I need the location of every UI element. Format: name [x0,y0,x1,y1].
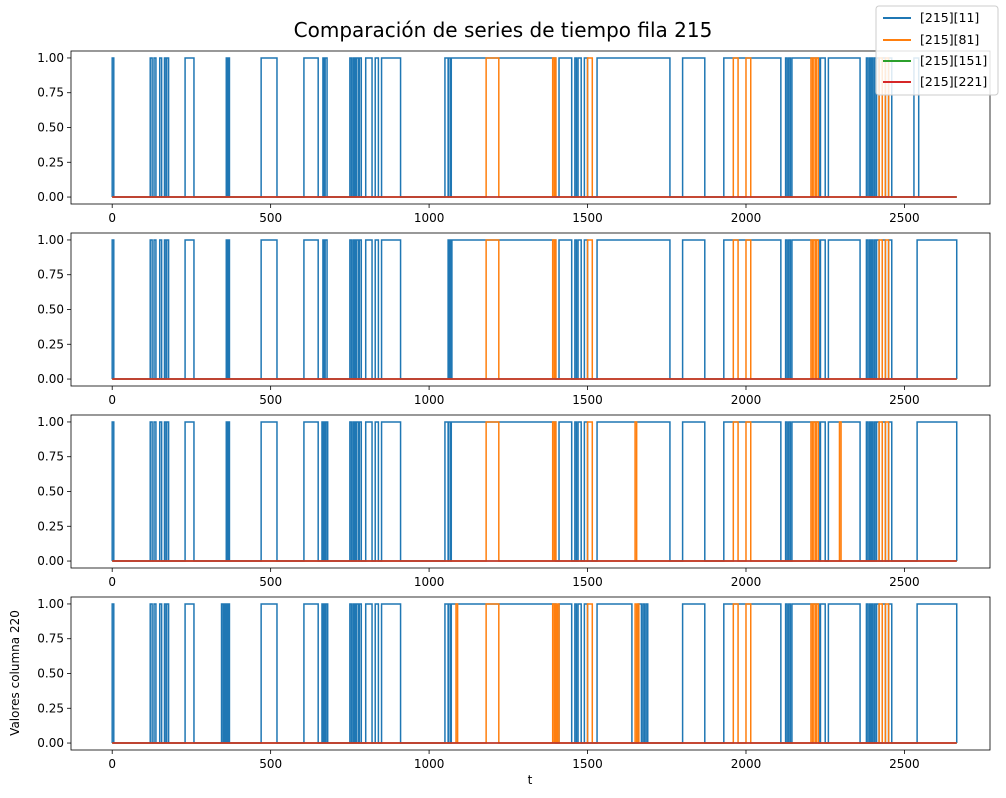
y-tick-label: 0.50 [37,667,64,681]
x-tick-label: 1000 [414,211,445,225]
y-tick-label: 0.00 [37,190,64,204]
x-tick-label: 1000 [414,757,445,771]
y-tick-label: 0.75 [37,450,64,464]
x-tick-label: 500 [259,575,282,589]
legend-frame [875,5,999,96]
x-tick-label: 1500 [572,393,603,407]
series-group [111,57,957,198]
y-axis-label: Valores columna 220 [8,610,22,736]
legend-entry: [215][81] [883,32,979,47]
chart-title: Comparación de series de tiempo fila 215 [294,18,713,42]
x-tick-label: 2000 [731,393,762,407]
x-tick-label: 1500 [572,211,603,225]
y-tick-label: 0.00 [37,554,64,568]
series-line [111,57,957,198]
x-tick-label: 0 [108,393,116,407]
legend-label: [215][81] [920,32,979,47]
x-tick-label: 2000 [731,211,762,225]
subplot-1: 0 500 1000 1500 2000 2500 0.00 0.25 0.50 0.75 1.00 [37,50,991,225]
x-tick-label: 500 [259,393,282,407]
y-tick-label: 0.25 [37,519,64,533]
y-tick-label: 1.00 [37,51,64,65]
y-tick-label: 0.00 [37,372,64,386]
y-tick-label: 0.50 [37,485,64,499]
series-line [111,239,958,380]
y-tick-label: 0.00 [37,736,64,750]
axes-frame [70,50,991,205]
axes-frame [70,232,991,387]
x-axis-label: t [528,773,533,787]
y-tick-label: 1.00 [37,597,64,611]
legend-label: [215][11] [920,10,979,25]
series-group [111,421,958,562]
legend: [215][11] [215][81] [215][151] [215][221… [875,5,999,96]
y-tick-label: 1.00 [37,415,64,429]
x-tick-label: 0 [108,757,116,771]
series-line [111,603,958,744]
x-tick-label: 2000 [731,575,762,589]
series-group [111,603,958,744]
axes-frame [70,596,991,751]
x-tick-label: 2500 [889,211,920,225]
x-tick-label: 1000 [414,575,445,589]
x-tick-label: 2500 [889,757,920,771]
legend-entry: [215][221] [883,74,987,89]
series-group [111,239,958,380]
series-line [112,603,957,744]
y-tick-label: 0.25 [37,701,64,715]
x-tick-label: 1500 [572,575,603,589]
axes-frame [70,414,991,569]
series-line [112,421,957,562]
x-tick-label: 1000 [414,393,445,407]
y-tick-label: 0.25 [37,155,64,169]
series-line [111,421,958,562]
legend-label: [215][151] [920,53,987,68]
legend-label: [215][221] [920,74,987,89]
y-tick-label: 0.25 [37,337,64,351]
panels: 0 500 1000 1500 2000 2500 0.00 0.25 0.50 0.75 1.00… [37,50,991,771]
x-tick-label: 0 [108,575,116,589]
series-line [112,239,957,380]
subplot-4: 0 500 1000 1500 2000 2500 0.00 0.25 0.50 0.75 1.00 [37,596,991,771]
x-tick-label: 0 [108,211,116,225]
y-tick-label: 0.50 [37,121,64,135]
y-tick-label: 0.75 [37,268,64,282]
x-tick-label: 500 [259,211,282,225]
x-tick-label: 500 [259,757,282,771]
series-line [112,57,957,198]
y-tick-label: 0.75 [37,632,64,646]
y-tick-label: 0.75 [37,86,64,100]
x-tick-label: 2500 [889,393,920,407]
legend-entry: [215][151] [883,53,987,68]
x-tick-label: 2000 [731,757,762,771]
legend-entry: [215][11] [883,10,979,25]
subplot-2: 0 500 1000 1500 2000 2500 0.00 0.25 0.50 0.75 1.00 [37,232,991,407]
x-tick-label: 2500 [889,575,920,589]
y-tick-label: 1.00 [37,233,64,247]
x-tick-label: 1500 [572,757,603,771]
y-tick-label: 0.50 [37,303,64,317]
subplot-3: 0 500 1000 1500 2000 2500 0.00 0.25 0.50 0.75 1.00 [37,414,991,589]
